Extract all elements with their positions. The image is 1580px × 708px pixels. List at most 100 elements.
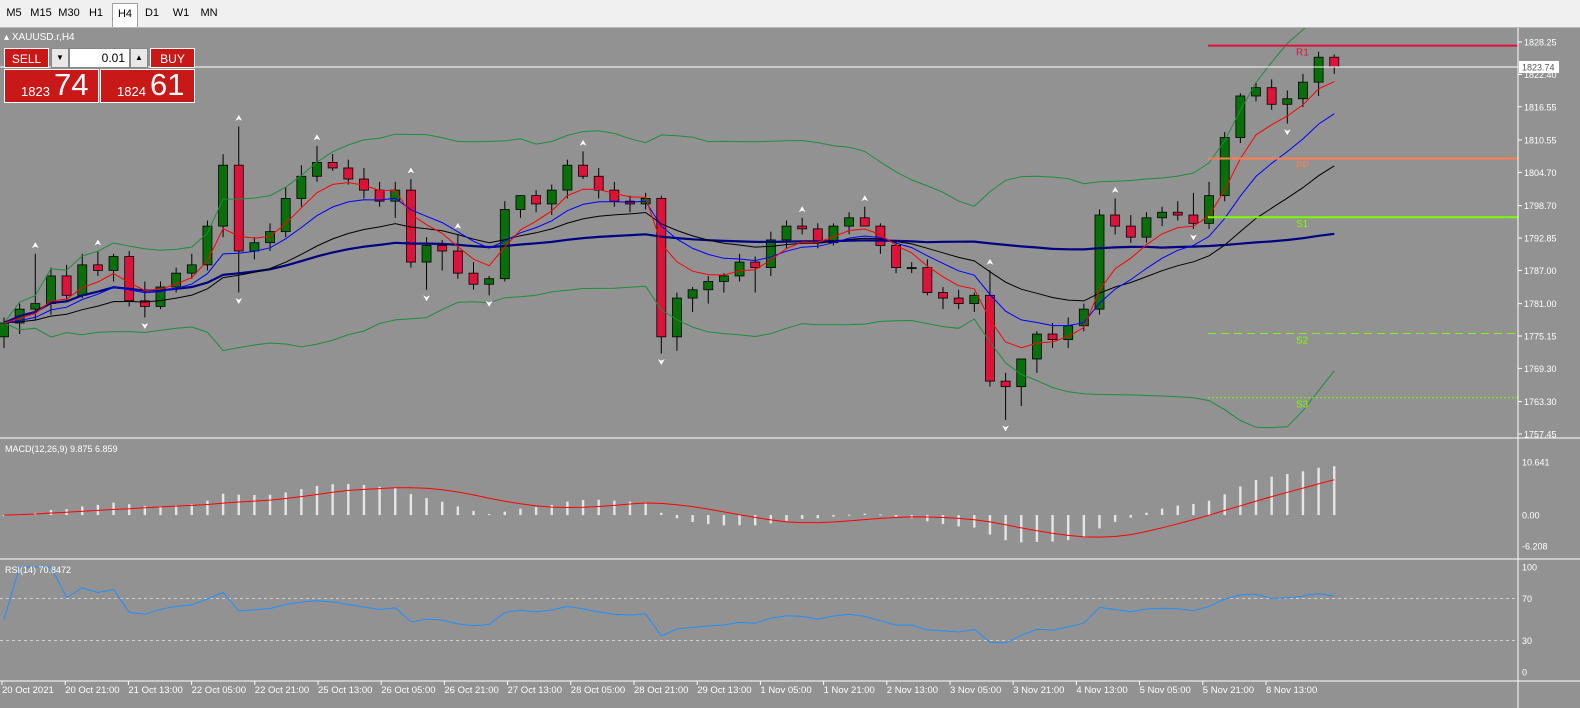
candle (687, 287, 698, 312)
lot-increase-button[interactable]: ▲ (130, 48, 148, 68)
macd-bar (847, 514, 851, 516)
x-tick-label: 26 Oct 21:00 (444, 685, 498, 696)
one-click-trading-panel: SELL ▼ ▲ BUY 1823 74 1824 61 (4, 47, 195, 103)
candle (437, 239, 448, 271)
candle-body (1298, 81, 1308, 100)
x-tick-label: 28 Oct 05:00 (571, 685, 625, 696)
x-tick-label: 5 Nov 05:00 (1140, 685, 1191, 696)
current-price-label: 1823.74 (1522, 62, 1555, 72)
candle-body (499, 209, 510, 280)
candle-body (531, 195, 541, 205)
macd-bar (785, 515, 788, 521)
candle (124, 251, 135, 307)
macd-bar (722, 515, 726, 526)
fractal-up-arrow (860, 194, 870, 203)
timeframe-toolbar: M5 M15 M30 H1 H4 D1 W1 MN (0, 0, 1580, 28)
candle (218, 154, 229, 238)
candle (906, 262, 917, 274)
macd-bar (331, 484, 334, 516)
x-tick-label: 1 Nov 21:00 (824, 685, 875, 696)
timeframe-m30-button[interactable]: M30 (58, 7, 80, 19)
timeframe-d1-button[interactable]: D1 (144, 7, 160, 19)
macd-bar (1333, 466, 1336, 516)
candle-body (1235, 95, 1246, 138)
candle (719, 273, 729, 293)
macd-bar (1254, 480, 1258, 516)
macd-bar (707, 515, 710, 525)
buy-price-box[interactable]: 1824 61 (100, 68, 195, 103)
rsi-panel: RSI(14) 70.8472 (0, 565, 1518, 644)
timeframe-h1-button[interactable]: H1 (88, 7, 104, 19)
x-tick-label: 25 Oct 13:00 (318, 685, 372, 696)
macd-bar (1113, 515, 1117, 522)
macd-panel: MACD(12,26,9) 9.875 6.859 (2, 444, 1336, 543)
candle-body (1047, 333, 1058, 340)
x-tick-label: 21 Oct 13:00 (128, 685, 182, 696)
pivot-label-s3: S3 (1296, 400, 1309, 411)
candle-body (985, 294, 995, 382)
lot-decrease-button[interactable]: ▼ (51, 48, 69, 68)
candle (1251, 82, 1261, 102)
candle-body (155, 286, 166, 307)
candle-body (1125, 225, 1136, 238)
x-tick-label: 1 Nov 05:00 (760, 685, 811, 696)
candle-body (922, 267, 933, 293)
candle-body (1188, 214, 1199, 224)
fractal-up-arrow (578, 138, 588, 147)
pivot-label-s1: S1 (1296, 219, 1309, 230)
macd-bar (534, 507, 538, 516)
macd-bar (613, 500, 616, 516)
timeframe-h4-button[interactable]: H4 (112, 3, 138, 27)
candle (656, 195, 667, 354)
macd-bar (1051, 515, 1054, 542)
candle (609, 181, 620, 207)
candle-body (1141, 217, 1152, 238)
buy-button[interactable]: BUY (150, 48, 195, 68)
candle-body (562, 164, 573, 191)
fractal-up-arrow (985, 257, 995, 266)
macd-bar (206, 500, 209, 516)
candle (734, 253, 745, 282)
timeframe-m15-button[interactable]: M15 (30, 7, 52, 19)
candle (155, 281, 166, 310)
candle (468, 262, 479, 290)
macd-bar (1035, 515, 1039, 542)
candle-body (938, 292, 948, 299)
symbol-title: ▴ XAUUSD.r,H4 (4, 32, 75, 43)
macd-bar (221, 493, 225, 516)
chart-area[interactable]: R1 PP S1 S2 S3 MACD(12,26,9) 9.875 6.859 RSI… (0, 28, 1580, 708)
candle (296, 165, 307, 207)
candle-body (797, 225, 808, 230)
timeframe-mn-button[interactable]: MN (200, 7, 218, 19)
macd-bar (237, 494, 240, 516)
candle-body (468, 272, 479, 285)
fractal-up-arrow (234, 113, 244, 123)
sell-button[interactable]: SELL (4, 48, 49, 68)
macd-bar (691, 515, 694, 522)
candle (1188, 192, 1199, 229)
fast-ma-line (3, 81, 1335, 349)
macd-bar (973, 515, 976, 528)
macd-bar (472, 510, 475, 516)
candle-body (1032, 333, 1042, 360)
candle-body (656, 198, 667, 338)
fractal-up-arrow (406, 166, 416, 175)
macd-bar (128, 504, 131, 516)
candle-body (30, 303, 41, 310)
timeframe-w1-button[interactable]: W1 (172, 7, 190, 19)
candle-body (953, 297, 964, 305)
candle-body (218, 164, 229, 227)
sell-price-box[interactable]: 1823 74 (4, 68, 99, 103)
candle (327, 154, 338, 171)
fractal-up-arrow (797, 205, 807, 214)
macd-bar (456, 506, 460, 516)
candle-body (703, 281, 714, 291)
lot-size-input[interactable] (69, 48, 130, 68)
macd-bar (1301, 471, 1305, 516)
x-tick-label: 4 Nov 13:00 (1076, 685, 1127, 696)
y-tick-label: 1810.55 (1524, 136, 1557, 146)
candle-body (578, 164, 588, 177)
macd-bar (284, 492, 287, 516)
timeframe-m5-button[interactable]: M5 (6, 7, 22, 19)
x-tick-label: 3 Nov 05:00 (950, 685, 1001, 696)
